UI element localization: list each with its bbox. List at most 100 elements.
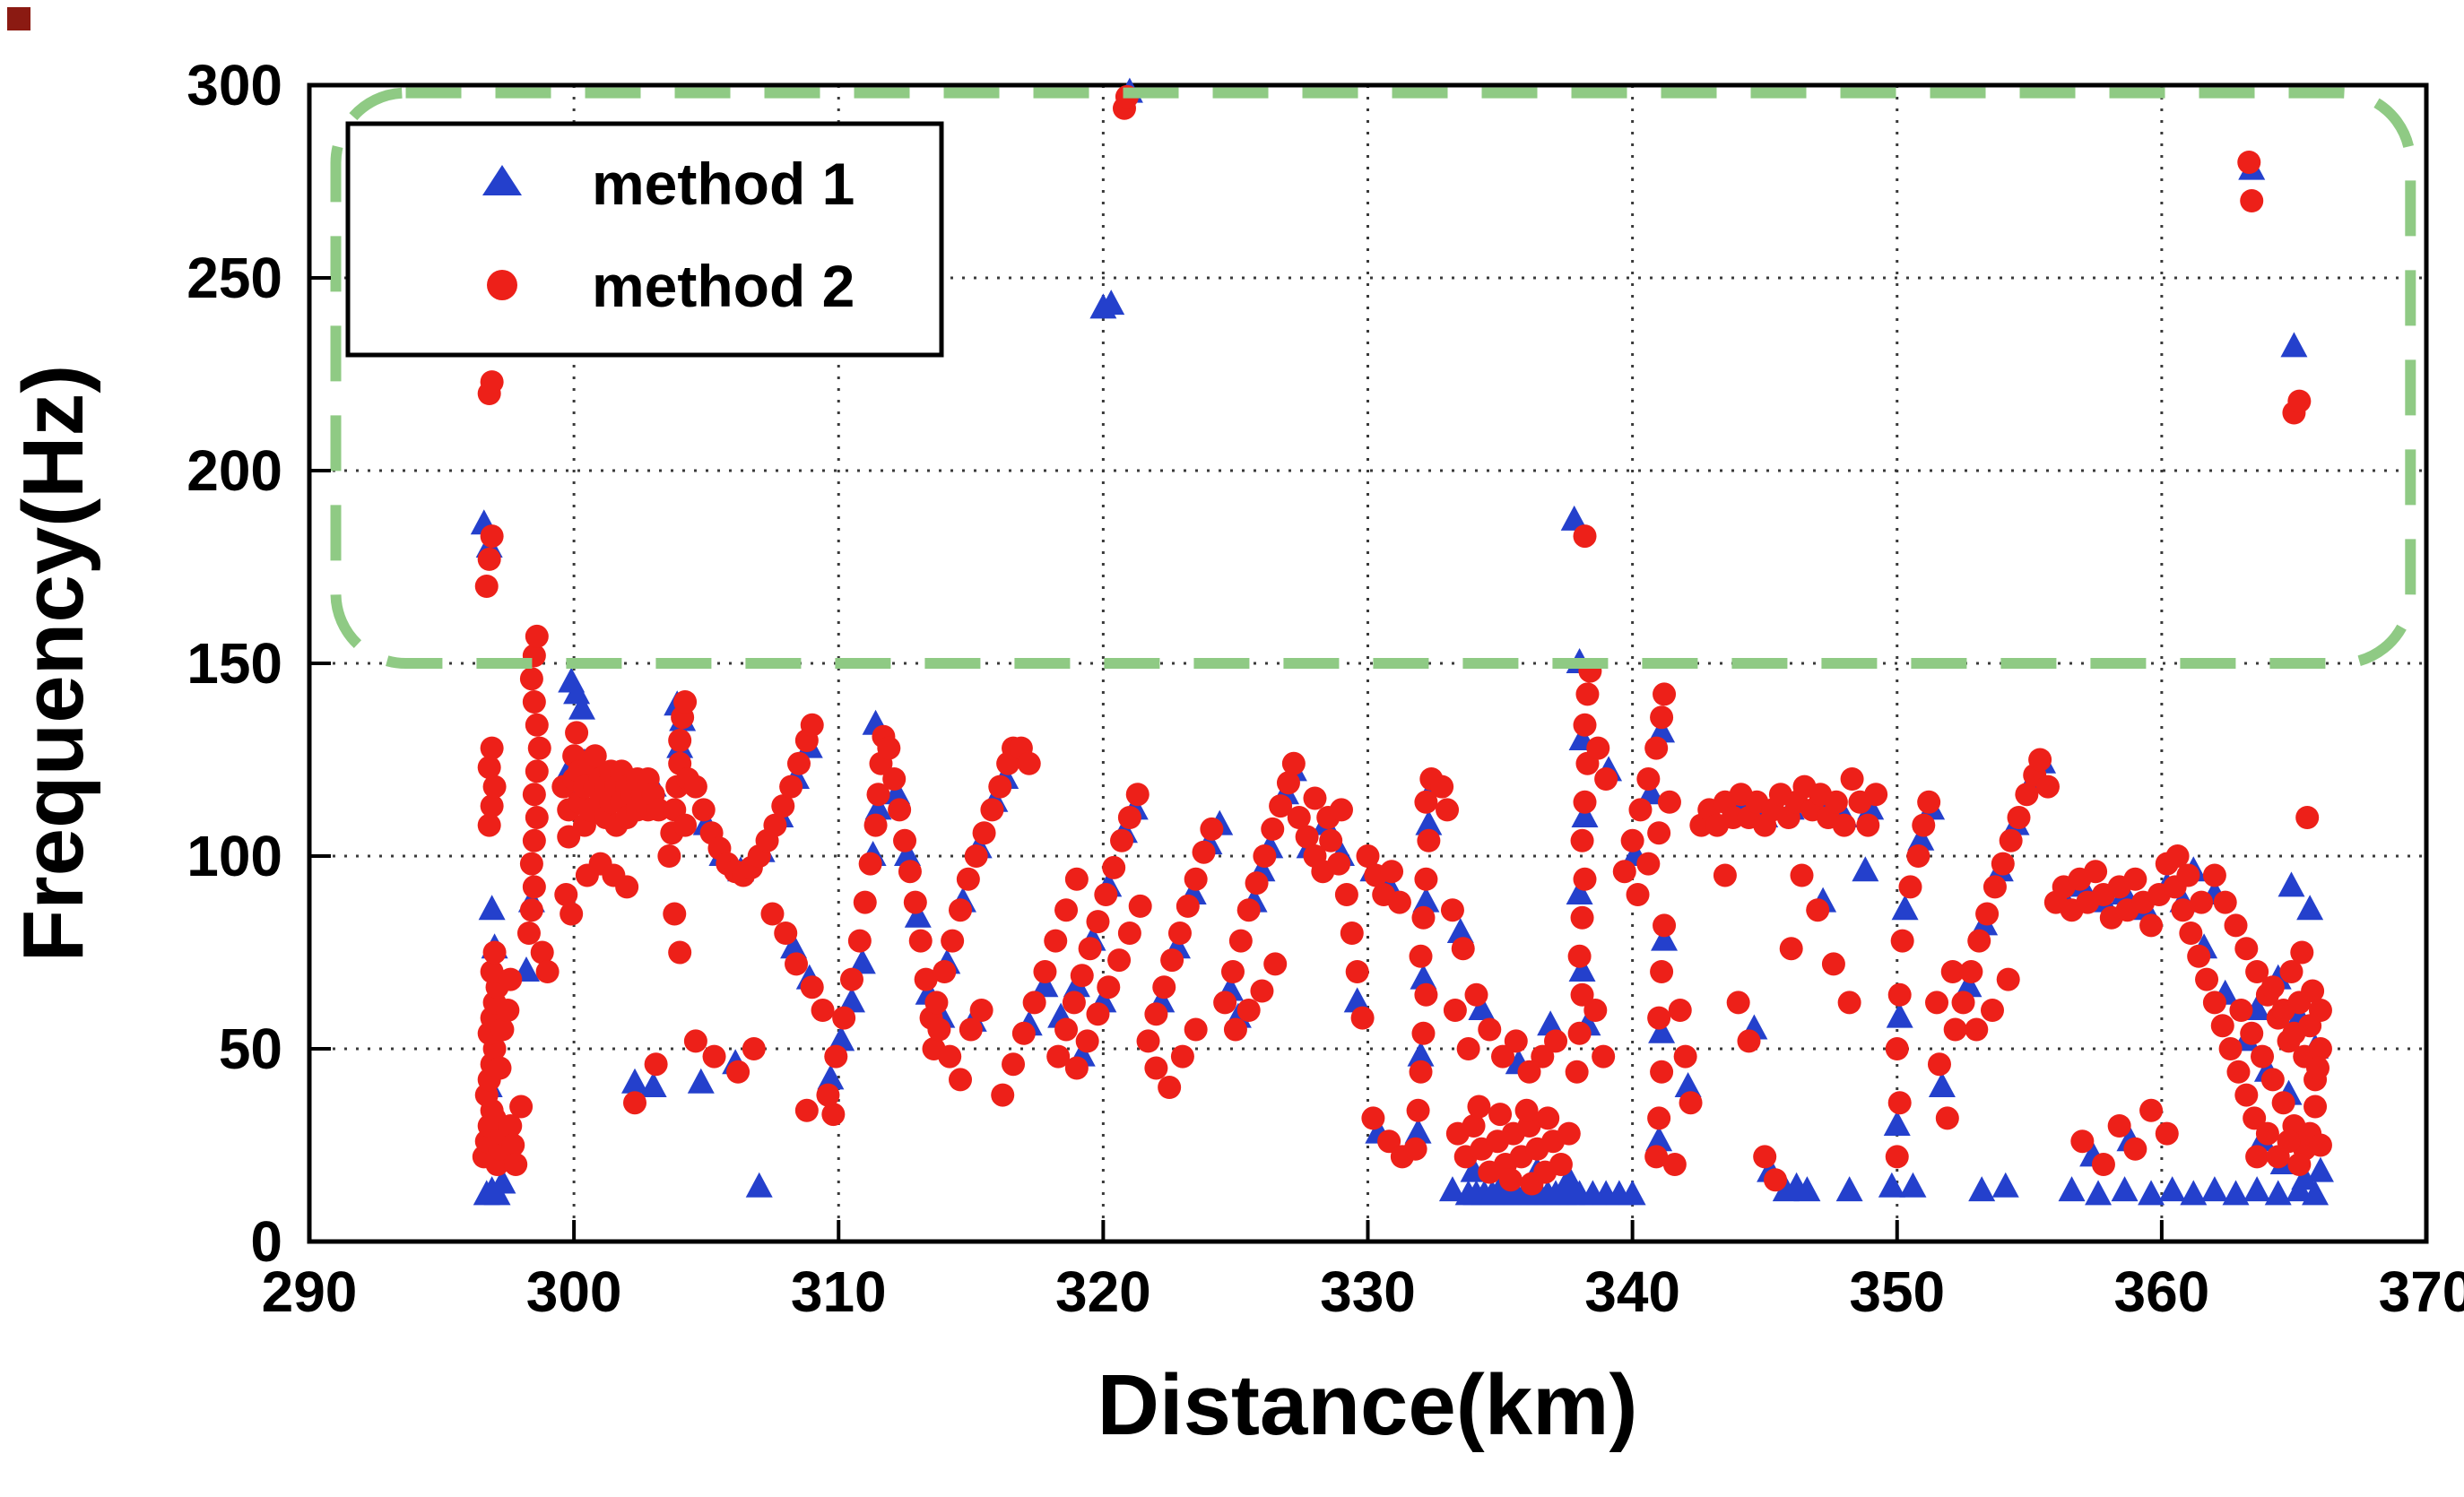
method2-point — [519, 852, 543, 876]
method1-point — [1886, 1002, 1913, 1028]
method2-point — [480, 524, 504, 549]
method2-point — [893, 828, 917, 852]
method2-point — [1078, 937, 1102, 961]
method1-point — [2222, 1180, 2250, 1206]
method2-point — [1387, 890, 1411, 914]
method2-point — [482, 774, 507, 799]
method2-point — [853, 890, 877, 914]
method2-point — [1409, 944, 1433, 968]
method2-point — [1570, 905, 1594, 930]
method2-point — [1620, 828, 1644, 852]
method1-point — [1415, 809, 1443, 835]
method2-point — [1906, 844, 1930, 868]
method1-point — [1648, 717, 1676, 743]
method2-point — [2243, 1106, 2267, 1130]
method2-point — [663, 902, 687, 926]
method2-point — [1276, 771, 1300, 795]
method1-point — [2180, 1180, 2208, 1206]
method2-point — [785, 952, 809, 976]
method2-point — [1064, 1056, 1089, 1080]
method2-point — [1583, 999, 1608, 1022]
method2-point — [1213, 991, 1237, 1015]
method2-point — [1531, 1044, 1555, 1069]
method2-point — [525, 806, 549, 829]
method1-point — [2306, 1156, 2334, 1182]
method2-point — [1885, 1037, 1909, 1060]
method2-point — [1250, 979, 1274, 1003]
method2-point — [1824, 790, 1848, 814]
method2-point — [480, 370, 504, 394]
method2-point — [2091, 1153, 2115, 1176]
method2-point — [1350, 1006, 1375, 1030]
method2-point — [771, 794, 795, 818]
method2-point — [1504, 1029, 1528, 1053]
method2-point — [1636, 767, 1661, 791]
method1-point — [1852, 856, 1879, 882]
method2-point — [1806, 898, 1830, 922]
method2-point — [1753, 1145, 1777, 1169]
x-tick-label: 340 — [1584, 1259, 1680, 1324]
method2-point — [2260, 1068, 2285, 1092]
method1-point — [1891, 895, 1919, 921]
legend-marker-method2-circle-icon — [487, 270, 517, 300]
method2-point — [969, 999, 993, 1022]
method2-point — [1046, 1044, 1071, 1069]
method1-point — [2243, 1176, 2271, 1202]
method1-point — [478, 895, 506, 921]
method1-point — [1555, 1164, 1583, 1190]
method2-point — [1887, 982, 1912, 1007]
method2-point — [1403, 1137, 1427, 1161]
method2-point — [800, 975, 824, 999]
method2-point — [933, 960, 957, 983]
method2-point — [1334, 883, 1358, 906]
method1-point — [1568, 956, 1596, 982]
method2-point — [1657, 790, 1681, 814]
method2-point — [615, 875, 639, 899]
method2-point — [2255, 1121, 2279, 1146]
method2-point — [525, 624, 549, 648]
method2-point — [668, 940, 692, 965]
method2-point — [2107, 1114, 2131, 1138]
method2-point — [1228, 929, 1253, 953]
method1-point — [1772, 1176, 1800, 1202]
method2-point — [1128, 894, 1152, 918]
method2-point — [816, 1083, 840, 1107]
method2-point — [1440, 898, 1464, 922]
method2-point — [794, 1098, 819, 1122]
method2-point — [554, 883, 578, 906]
method2-point — [1464, 982, 1488, 1007]
method1-point — [864, 794, 892, 820]
method1-point — [639, 1072, 667, 1097]
method2-point — [560, 902, 584, 926]
method2-point — [583, 744, 607, 768]
method1-point — [2138, 1180, 2165, 1206]
method2-point — [525, 759, 549, 783]
method1-point — [1468, 995, 1496, 1020]
method2-point — [2287, 389, 2312, 413]
method2-point — [1220, 960, 1245, 983]
method2-point — [2305, 1056, 2330, 1080]
method2-point — [2234, 937, 2259, 961]
method2-point — [1626, 883, 1650, 906]
method1-point — [2286, 1176, 2313, 1202]
method2-point — [1253, 844, 1277, 868]
method2-point — [477, 547, 501, 571]
method2-point — [2234, 1083, 2259, 1107]
ticks-layer: 290 300 310 320 330 340 350 360 370 0 50 100 150 200 2… — [187, 53, 2464, 1324]
method2-point — [774, 922, 798, 945]
method2-point — [840, 967, 864, 991]
method2-point — [535, 960, 560, 983]
method2-point — [1951, 991, 1975, 1015]
method2-point — [779, 774, 803, 799]
method2-point — [1653, 913, 1677, 938]
method2-point — [1636, 852, 1661, 876]
method2-point — [800, 713, 824, 737]
method2-point — [1647, 1006, 1671, 1030]
method2-point — [480, 794, 504, 818]
method2-point — [480, 736, 504, 760]
method2-point — [1887, 1091, 1912, 1115]
method1-point — [489, 1168, 516, 1194]
method2-point — [1152, 975, 1176, 999]
method2-point — [1287, 806, 1311, 829]
